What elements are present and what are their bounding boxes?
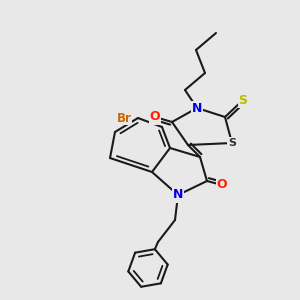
Text: S: S	[238, 94, 247, 106]
Text: Br: Br	[117, 112, 131, 124]
Text: O: O	[150, 110, 160, 124]
Text: N: N	[192, 101, 202, 115]
Text: N: N	[173, 188, 183, 202]
Text: O: O	[217, 178, 227, 191]
Text: S: S	[228, 138, 236, 148]
